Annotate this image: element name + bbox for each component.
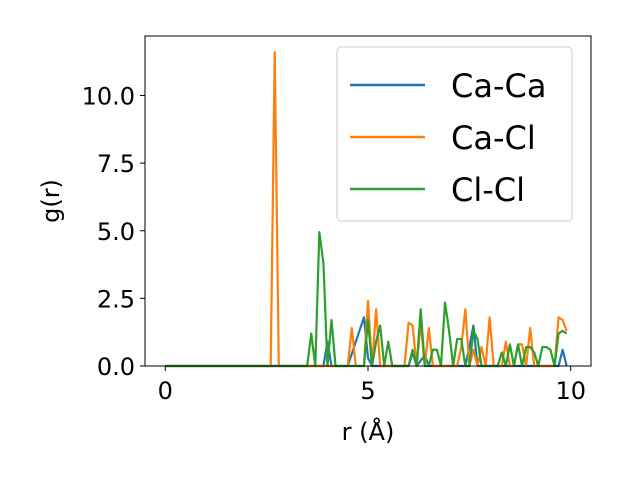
y-tick-label: 5.0 (97, 218, 135, 246)
y-axis-ticks: 0.0 2.5 5.0 7.5 10.0 (82, 83, 145, 381)
y-tick-label: 10.0 (82, 83, 135, 111)
y-tick-label: 0.0 (97, 353, 135, 381)
legend-label-ca-cl: Ca-Cl (451, 119, 536, 157)
y-tick-label: 7.5 (97, 150, 135, 178)
legend-label-ca-ca: Ca-Ca (451, 67, 546, 105)
y-axis-label: g(r) (37, 179, 65, 223)
legend-label-cl-cl: Cl-Cl (451, 171, 525, 209)
x-tick-label: 10 (555, 377, 586, 405)
x-tick-label: 5 (360, 377, 375, 405)
legend-box (336, 46, 573, 222)
y-tick-label: 2.5 (97, 285, 135, 313)
x-axis-ticks: 0 5 10 (158, 366, 586, 405)
x-axis-label: r (Å) (342, 417, 395, 446)
x-tick-label: 0 (158, 377, 173, 405)
legend: Ca-Ca Ca-Cl Cl-Cl (336, 46, 573, 222)
